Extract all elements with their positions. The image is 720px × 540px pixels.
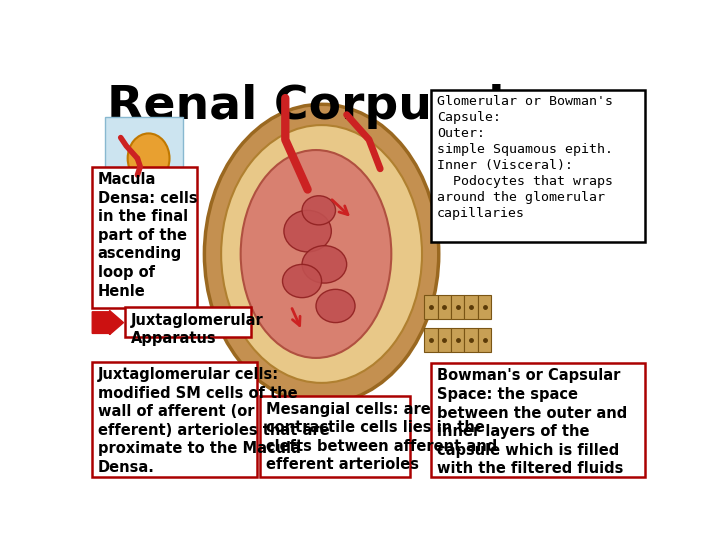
FancyBboxPatch shape — [478, 328, 491, 352]
Ellipse shape — [204, 104, 438, 404]
Ellipse shape — [282, 265, 322, 298]
Text: Juxtaglomerular cells:
modified SM cells of the
wall of afferent (or
efferent) a: Juxtaglomerular cells: modified SM cells… — [98, 367, 330, 475]
FancyBboxPatch shape — [260, 396, 410, 477]
Ellipse shape — [316, 289, 355, 322]
FancyBboxPatch shape — [451, 295, 464, 319]
FancyArrowPatch shape — [292, 308, 300, 326]
FancyBboxPatch shape — [424, 295, 438, 319]
FancyBboxPatch shape — [438, 295, 451, 319]
Ellipse shape — [240, 150, 392, 358]
FancyBboxPatch shape — [431, 90, 644, 241]
FancyArrowPatch shape — [332, 200, 348, 214]
Text: Juxtaglomerular
Apparatus: Juxtaglomerular Apparatus — [131, 313, 264, 346]
FancyBboxPatch shape — [424, 328, 438, 352]
FancyBboxPatch shape — [478, 295, 491, 319]
FancyArrow shape — [92, 310, 124, 335]
Text: Mesangial cells: are
contractile cells lies in the
clefts between afferent and
e: Mesangial cells: are contractile cells l… — [266, 402, 497, 472]
FancyBboxPatch shape — [92, 362, 258, 477]
FancyBboxPatch shape — [431, 363, 644, 477]
Text: Bowman's or Capsular
Space: the space
between the outer and
inner layers of the
: Bowman's or Capsular Space: the space be… — [437, 368, 627, 476]
Ellipse shape — [221, 125, 422, 383]
FancyBboxPatch shape — [464, 328, 478, 352]
Text: Macula
Densa: cells
in the final
part of the
ascending
loop of
Henle: Macula Densa: cells in the final part of… — [98, 172, 197, 299]
FancyBboxPatch shape — [451, 328, 464, 352]
Ellipse shape — [302, 246, 347, 283]
FancyBboxPatch shape — [92, 167, 197, 308]
Ellipse shape — [127, 133, 169, 183]
Text: Renal Corpuscle: Renal Corpuscle — [107, 84, 536, 129]
FancyBboxPatch shape — [105, 117, 183, 194]
FancyBboxPatch shape — [438, 328, 451, 352]
FancyBboxPatch shape — [464, 295, 478, 319]
Ellipse shape — [302, 196, 336, 225]
Ellipse shape — [284, 210, 331, 252]
Text: Glomerular or Bowman's
Capsule:
Outer:
simple Squamous epith.
Inner (Visceral):
: Glomerular or Bowman's Capsule: Outer: s… — [437, 95, 613, 220]
FancyBboxPatch shape — [125, 307, 251, 337]
